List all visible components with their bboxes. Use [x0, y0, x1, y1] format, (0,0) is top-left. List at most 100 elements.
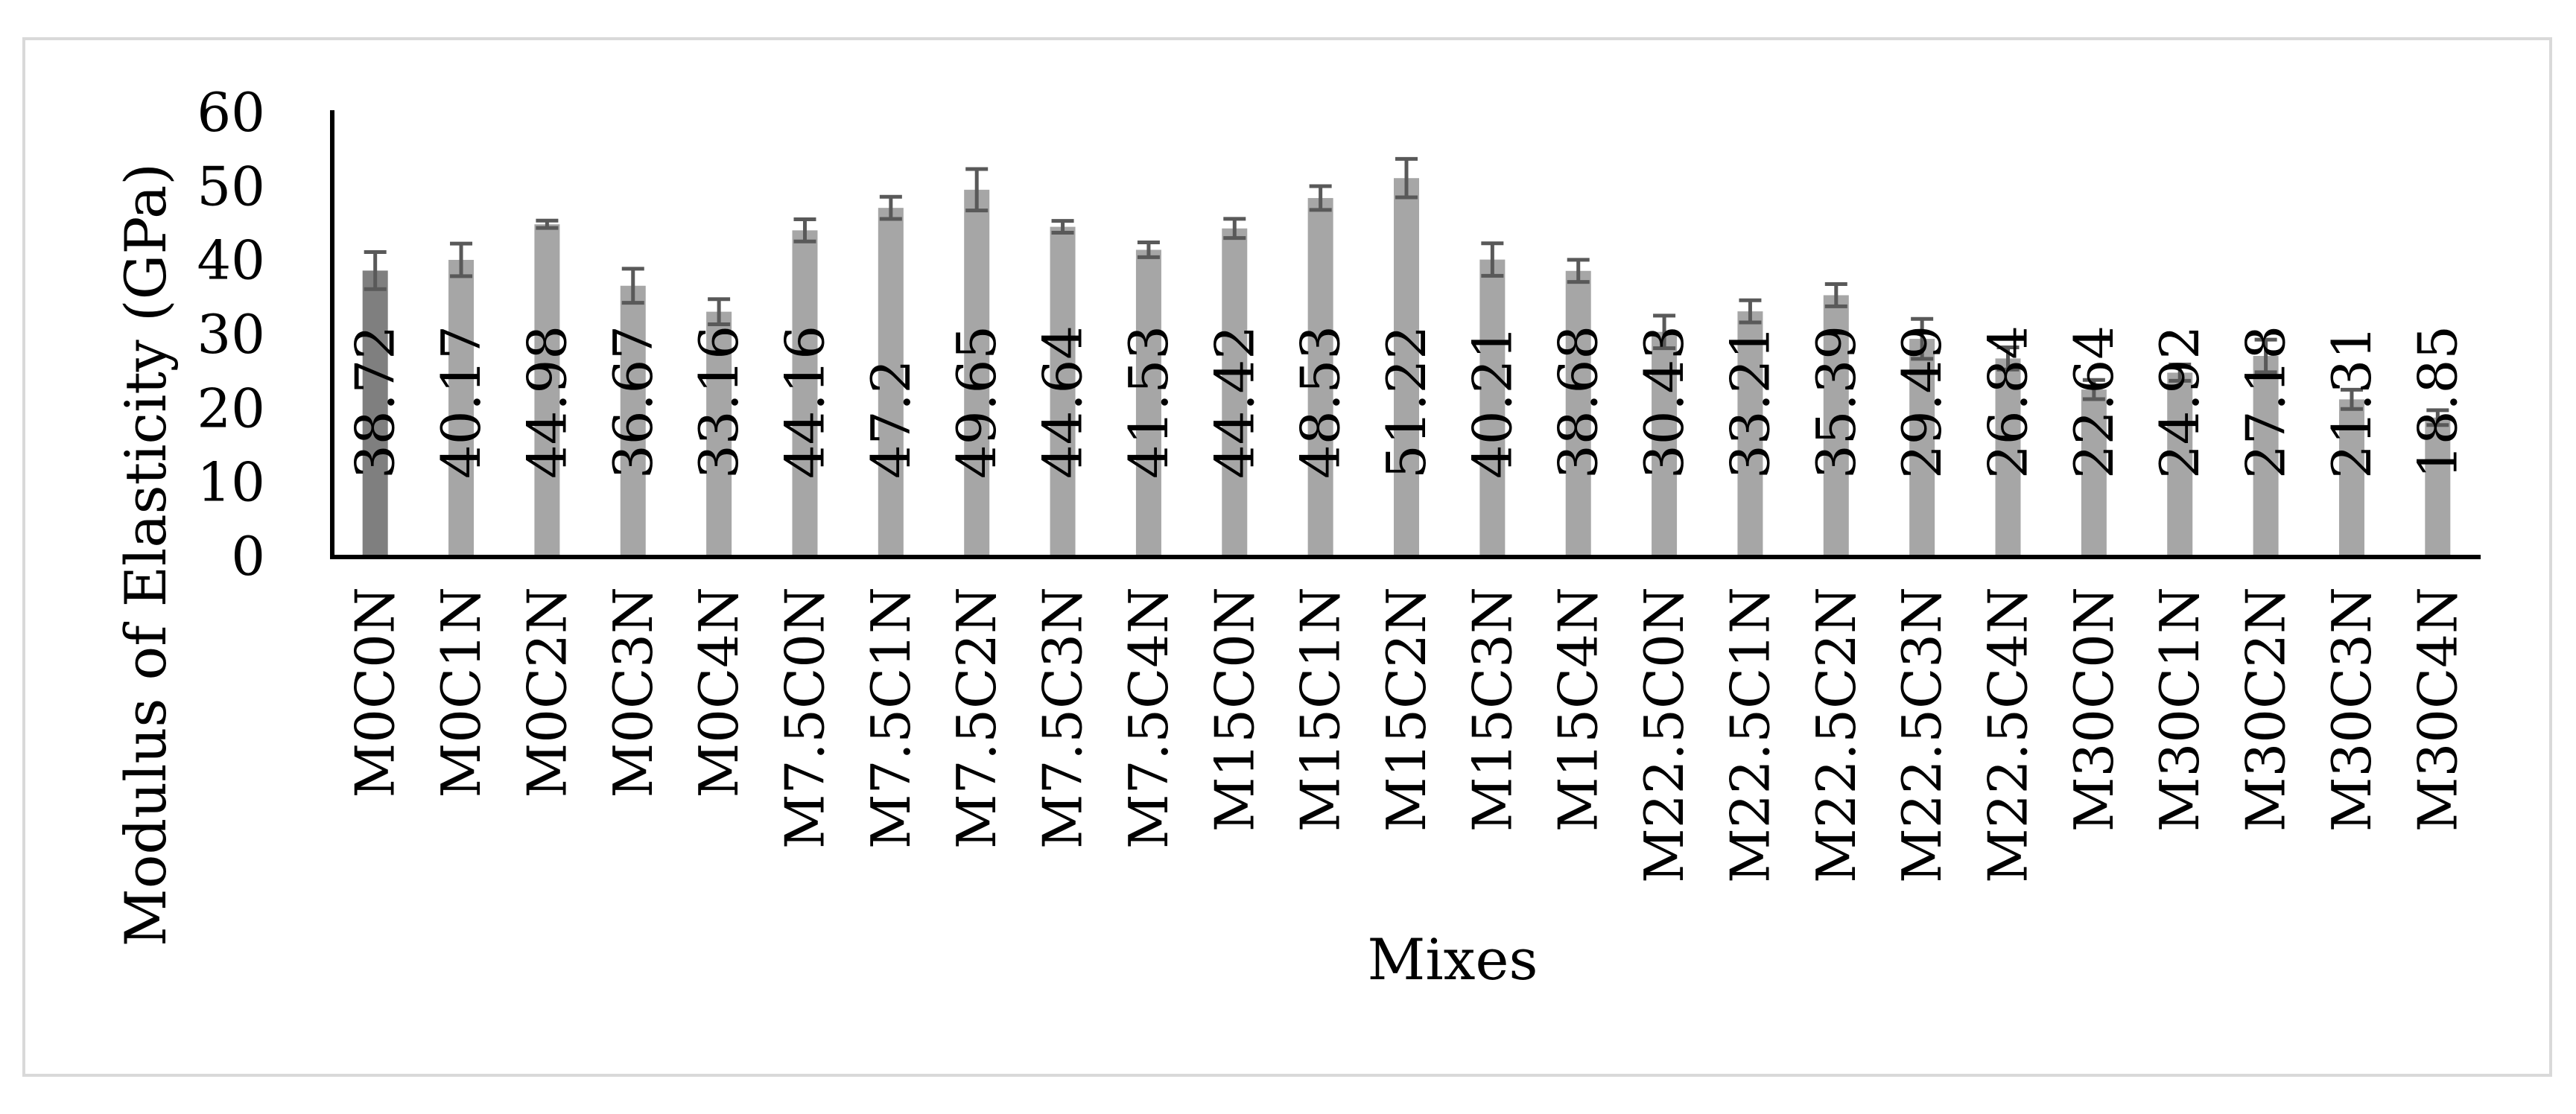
error-bar-M7.5C3N [1051, 219, 1074, 235]
data-label-M22.5C0N: 30.43 [1633, 325, 1695, 479]
x-tick-label-M15C3N: M15C3N [1461, 587, 1523, 832]
data-label-M0C0N: 38.72 [344, 325, 407, 479]
x-tick-label-M0C4N: M0C4N [688, 587, 750, 798]
error-bar-M7.5C1N [879, 194, 902, 221]
bar-M15C1N [1307, 197, 1333, 557]
bar-M0C0N [362, 270, 388, 557]
x-axis-title: Mixes [1368, 926, 1538, 993]
y-tick-label-40: 40 [197, 229, 265, 292]
error-bar-M15C1N [1309, 184, 1332, 212]
data-label-M15C4N: 38.68 [1547, 325, 1610, 479]
bar-M22.5C3N [1909, 339, 1935, 557]
x-tick-label-M0C2N: M0C2N [515, 587, 578, 798]
bar-M22.5C2N [1823, 295, 1849, 557]
error-bars-layer [364, 156, 2449, 427]
data-label-M0C4N: 33.16 [688, 325, 750, 479]
x-category-labels-layer: M0C0N M0C1N M0C2N M0C3N M0C4N M7.5C0N M7.5C1N M… [344, 587, 2469, 883]
data-label-M15C1N: 48.53 [1289, 325, 1352, 479]
error-bar-M0C2N [536, 218, 559, 230]
data-label-M22.5C4N: 26.84 [1977, 325, 2040, 479]
bar-M7.5C0N [792, 230, 818, 557]
bar-M15C0N [1222, 228, 1248, 557]
y-tick-label-20: 20 [197, 377, 265, 439]
bar-M22.5C0N [1652, 331, 1678, 557]
error-bar-M22.5C0N [1653, 313, 1676, 351]
bar-M30C1N [2167, 372, 2193, 557]
data-label-M22.5C1N: 33.21 [1719, 325, 1781, 479]
error-bar-M0C1N [450, 241, 473, 278]
error-bar-M30C3N [2340, 387, 2363, 411]
bar-M22.5C4N [1995, 358, 2021, 557]
error-bar-M7.5C2N [965, 167, 989, 213]
error-bar-M30C4N [2426, 408, 2449, 427]
bar-M7.5C3N [1050, 226, 1076, 557]
x-tick-label-M15C0N: M15C0N [1203, 587, 1266, 832]
x-tick-label-M15C1N: M15C1N [1289, 587, 1352, 832]
data-label-M15C3N: 40.21 [1461, 325, 1523, 479]
error-bar-M30C1N [2169, 363, 2192, 383]
x-tick-label-M22.5C2N: M22.5C2N [1805, 587, 1868, 883]
bar-M30C0N [2081, 389, 2107, 557]
x-tick-label-M7.5C3N: M7.5C3N [1032, 587, 1094, 849]
error-bar-M0C4N [708, 297, 731, 326]
x-tick-label-M22.5C0N: M22.5C0N [1633, 587, 1695, 883]
bar-M30C2N [2253, 356, 2279, 557]
x-tick-label-M15C4N: M15C4N [1547, 587, 1610, 832]
data-labels-layer: 38.72 40.17 44.98 36.67 33.16 44.16 47.2 49.65 4… [344, 325, 2469, 479]
x-tick-label-M15C2N: M15C2N [1375, 587, 1438, 832]
y-tick-label-10: 10 [197, 451, 265, 514]
x-tick-label-M30C2N: M30C2N [2235, 587, 2297, 832]
error-bar-M0C3N [621, 267, 644, 305]
data-label-M7.5C3N: 44.64 [1032, 325, 1094, 479]
x-tick-label-M22.5C4N: M22.5C4N [1977, 587, 2040, 883]
y-tick-label-0: 0 [231, 525, 265, 588]
error-bar-M7.5C0N [793, 217, 816, 244]
error-bar-M30C0N [2082, 378, 2105, 401]
x-tick-label-M22.5C3N: M22.5C3N [1891, 587, 1953, 883]
data-label-M30C3N: 21.31 [2320, 325, 2383, 479]
y-tick-label-60: 60 [197, 81, 265, 144]
error-bar-M22.5C3N [1911, 316, 1934, 361]
data-label-M7.5C1N: 47.2 [860, 360, 922, 479]
bar-M15C2N [1394, 178, 1419, 557]
x-tick-label-M30C0N: M30C0N [2063, 587, 2125, 832]
data-label-M22.5C3N: 29.49 [1891, 325, 1953, 479]
data-label-M7.5C4N: 41.53 [1117, 325, 1180, 479]
data-label-M7.5C2N: 49.65 [945, 325, 1008, 479]
data-label-M15C0N: 44.42 [1203, 325, 1266, 479]
error-bar-M15C2N [1395, 156, 1418, 200]
bar-M0C4N [706, 311, 732, 557]
bars-layer [362, 178, 2451, 557]
data-label-M22.5C2N: 35.39 [1805, 325, 1868, 479]
x-tick-label-M22.5C1N: M22.5C1N [1719, 587, 1781, 883]
x-tick-label-M0C0N: M0C0N [344, 587, 407, 798]
error-bar-M0C0N [364, 250, 387, 291]
bar-M30C4N [2425, 417, 2451, 557]
y-tick-label-50: 50 [197, 155, 265, 217]
error-bar-M15C4N [1567, 258, 1590, 284]
data-label-M30C2N: 27.18 [2235, 325, 2297, 479]
x-tick-label-M7.5C0N: M7.5C0N [773, 587, 836, 849]
bar-M22.5C1N [1737, 311, 1763, 557]
axes-layer [330, 110, 2481, 559]
y-axis-title: Modulus of Elasticity (GPa) [112, 163, 179, 946]
error-bar-M22.5C2N [1824, 282, 1847, 308]
bar-M7.5C4N [1135, 249, 1161, 557]
data-label-M0C1N: 40.17 [430, 325, 492, 479]
y-tick-labels-layer: 0 10 20 30 40 50 60 [197, 81, 265, 588]
bar-M15C4N [1565, 270, 1591, 557]
bar-M7.5C1N [878, 208, 904, 557]
data-label-M0C2N: 44.98 [515, 325, 578, 479]
data-label-M15C2N: 51.22 [1375, 325, 1438, 479]
x-tick-label-M0C3N: M0C3N [602, 587, 664, 798]
x-tick-label-M30C1N: M30C1N [2148, 587, 2211, 832]
bar-M0C2N [534, 224, 560, 557]
bar-M7.5C2N [964, 189, 990, 557]
error-bar-M15C0N [1223, 217, 1246, 241]
error-bar-M30C2N [2254, 337, 2277, 375]
x-tick-label-M7.5C4N: M7.5C4N [1117, 587, 1180, 849]
x-tick-label-M30C3N: M30C3N [2320, 587, 2383, 832]
x-tick-label-M30C4N: M30C4N [2406, 587, 2469, 832]
error-bar-M22.5C4N [1996, 345, 2020, 372]
